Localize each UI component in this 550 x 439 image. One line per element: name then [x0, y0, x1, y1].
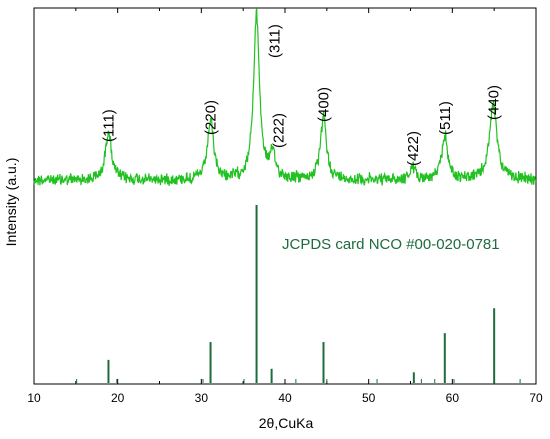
x-axis-label: 2θ,CuKa — [259, 415, 314, 431]
peak-label: (400) — [315, 87, 332, 122]
x-tick-label: 40 — [278, 391, 292, 405]
plot-border — [33, 7, 537, 385]
pattern-line — [33, 8, 537, 186]
x-tick-label: 10 — [27, 391, 41, 405]
peak-label: (111) — [100, 109, 117, 142]
peak-label: (422) — [405, 131, 422, 166]
reference-lines — [76, 205, 521, 383]
x-tick-label: 50 — [362, 391, 376, 405]
x-tick-label: 20 — [111, 391, 125, 405]
peak-label: (220) — [203, 100, 220, 135]
x-axis-ticks — [33, 8, 537, 384]
xrd-pattern — [33, 8, 537, 186]
x-tick-label: 60 — [446, 391, 460, 405]
x-tick-label: 70 — [529, 391, 543, 405]
plot-frame — [33, 7, 537, 385]
peak-labels: (111) (220) (311) (222) (400) (422) (511) (440) — [100, 24, 502, 166]
x-tick-label: 30 — [195, 391, 209, 405]
x-axis-tick-labels: 10 20 30 40 50 60 70 — [27, 391, 543, 405]
peak-label: (511) — [437, 101, 454, 135]
peak-label: (222) — [270, 113, 287, 148]
peak-label: (311) — [267, 24, 284, 58]
y-axis-label: Intensity (a.u.) — [3, 158, 19, 247]
peak-label: (440) — [485, 85, 502, 120]
card-annotation: JCPDS card NCO #00-020-0781 — [282, 236, 500, 253]
